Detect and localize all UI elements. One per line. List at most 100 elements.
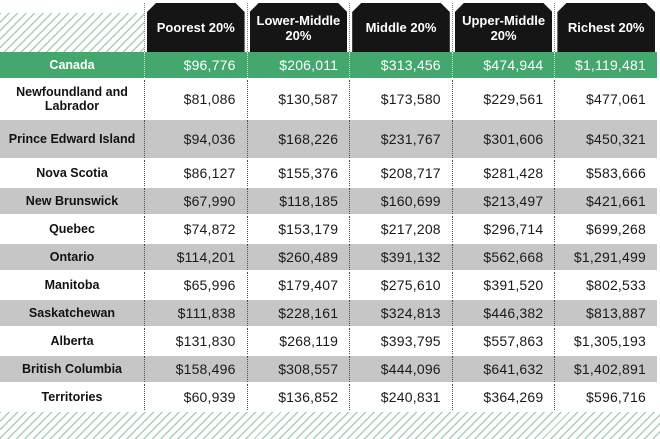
row-label: Nova Scotia (36, 166, 108, 180)
column-header-label: Middle 20% (365, 20, 437, 35)
value-cell: $229,561 (451, 80, 555, 118)
column-header-cell: Richest 20% (554, 3, 657, 52)
value-cell: $444,096 (349, 356, 452, 382)
row-label: Saskatchewan (28, 306, 116, 320)
header-row: Poorest 20% Lower-Middle 20% Middle 20% Upp… (0, 3, 657, 52)
table-row: Manitoba $65,996 $179,407 $275,610 $391,520 $… (0, 272, 657, 298)
value-cell: $446,382 (451, 300, 555, 326)
value-cell: $96,776 (144, 52, 247, 78)
table-row: Canada $96,776 $206,011 $313,456 $474,944 $1,… (0, 52, 657, 78)
value-cell: $86,127 (144, 160, 247, 186)
row-label: Manitoba (44, 278, 100, 292)
column-header-label: Richest 20% (567, 20, 645, 35)
value-cell: $208,717 (349, 160, 452, 186)
column-header-tab: Lower-Middle 20% (250, 3, 348, 52)
row-label: British Columbia (21, 362, 122, 376)
row-label: Alberta (50, 334, 94, 348)
value-cell: $562,668 (451, 244, 555, 270)
value-cell: $1,119,481 (554, 52, 657, 78)
row-label: Territories (41, 390, 103, 404)
column-header-cell: Lower-Middle 20% (246, 3, 350, 52)
value-cell: $275,610 (349, 272, 452, 298)
column-header-label: Poorest 20% (156, 20, 235, 35)
row-label: Newfoundland and Labrador (16, 85, 128, 113)
value-cell: $301,606 (451, 120, 555, 158)
bottom-hatch-decoration (0, 412, 660, 439)
value-cell: $596,716 (554, 384, 657, 410)
value-cell: $168,226 (246, 120, 350, 158)
table-row: British Columbia $158,496 $308,557 $444,096… (0, 356, 657, 382)
table-row: Prince Edward Island $94,036 $168,226 $231,… (0, 120, 657, 158)
value-cell: $1,402,891 (554, 356, 657, 382)
top-left-hatch-decoration (0, 13, 144, 52)
value-cell: $393,795 (349, 328, 452, 354)
value-cell: $231,767 (349, 120, 452, 158)
value-cell: $111,838 (144, 300, 247, 326)
table-row: Nova Scotia $86,127 $155,376 $208,717 $281,4… (0, 160, 657, 186)
column-header-tab: Poorest 20% (147, 3, 245, 52)
value-cell: $474,944 (451, 52, 555, 78)
row-label: New Brunswick (25, 194, 119, 208)
table-row: Quebec $74,872 $153,179 $217,208 $296,714 $69… (0, 216, 657, 242)
column-header-tab: Upper-Middle 20% (455, 3, 553, 52)
table-row: New Brunswick $67,990 $118,185 $160,699 $213… (0, 188, 657, 214)
wealth-table: Poorest 20% Lower-Middle 20% Middle 20% Upp… (0, 3, 657, 412)
value-cell: $228,161 (246, 300, 350, 326)
value-cell: $65,996 (144, 272, 247, 298)
value-cell: $173,580 (349, 80, 452, 118)
table-row: Newfoundland and Labrador $81,086 $130,587… (0, 80, 657, 118)
value-cell: $74,872 (144, 216, 247, 242)
value-cell: $421,661 (554, 188, 657, 214)
value-cell: $699,268 (554, 216, 657, 242)
value-cell: $213,497 (451, 188, 555, 214)
value-cell: $364,269 (451, 384, 555, 410)
value-cell: $179,407 (246, 272, 350, 298)
table-row: Saskatchewan $111,838 $228,161 $324,813 $446… (0, 300, 657, 326)
column-header-tab: Middle 20% (352, 3, 450, 52)
value-cell: $813,887 (554, 300, 657, 326)
value-cell: $268,119 (246, 328, 350, 354)
value-cell: $158,496 (144, 356, 247, 382)
value-cell: $391,520 (451, 272, 555, 298)
value-cell: $802,533 (554, 272, 657, 298)
value-cell: $60,939 (144, 384, 247, 410)
value-cell: $308,557 (246, 356, 350, 382)
value-cell: $240,831 (349, 384, 452, 410)
value-cell: $131,830 (144, 328, 247, 354)
column-header-tab: Richest 20% (557, 3, 655, 52)
value-cell: $324,813 (349, 300, 452, 326)
row-label: Canada (49, 58, 95, 72)
value-cell: $155,376 (246, 160, 350, 186)
value-cell: $94,036 (144, 120, 247, 158)
value-cell: $1,291,499 (554, 244, 657, 270)
column-header-cell: Poorest 20% (144, 3, 247, 52)
value-cell: $450,321 (554, 120, 657, 158)
value-cell: $130,587 (246, 80, 350, 118)
value-cell: $206,011 (246, 52, 350, 78)
column-header-cell: Middle 20% (349, 3, 452, 52)
row-label: Prince Edward Island (8, 132, 136, 146)
value-cell: $67,990 (144, 188, 247, 214)
table-row: Alberta $131,830 $268,119 $393,795 $557,863 $… (0, 328, 657, 354)
value-cell: $160,699 (349, 188, 452, 214)
value-cell: $118,185 (246, 188, 350, 214)
value-cell: $641,632 (451, 356, 555, 382)
table-body: Canada $96,776 $206,011 $313,456 $474,944 $1,… (0, 52, 657, 410)
value-cell: $260,489 (246, 244, 350, 270)
value-cell: $153,179 (246, 216, 350, 242)
value-cell: $136,852 (246, 384, 350, 410)
value-cell: $557,863 (451, 328, 555, 354)
column-header-cell: Upper-Middle 20% (451, 3, 555, 52)
row-label: Quebec (49, 222, 95, 236)
value-cell: $296,714 (451, 216, 555, 242)
row-label: Ontario (49, 250, 95, 264)
column-header-label: Upper-Middle 20% (462, 12, 546, 43)
value-cell: $313,456 (349, 52, 452, 78)
table-row: Ontario $114,201 $260,489 $391,132 $562,668 $… (0, 244, 657, 270)
value-cell: $1,305,193 (554, 328, 657, 354)
value-cell: $391,132 (349, 244, 452, 270)
value-cell: $583,666 (554, 160, 657, 186)
value-cell: $281,428 (451, 160, 555, 186)
column-header-label: Lower-Middle 20% (256, 12, 341, 43)
